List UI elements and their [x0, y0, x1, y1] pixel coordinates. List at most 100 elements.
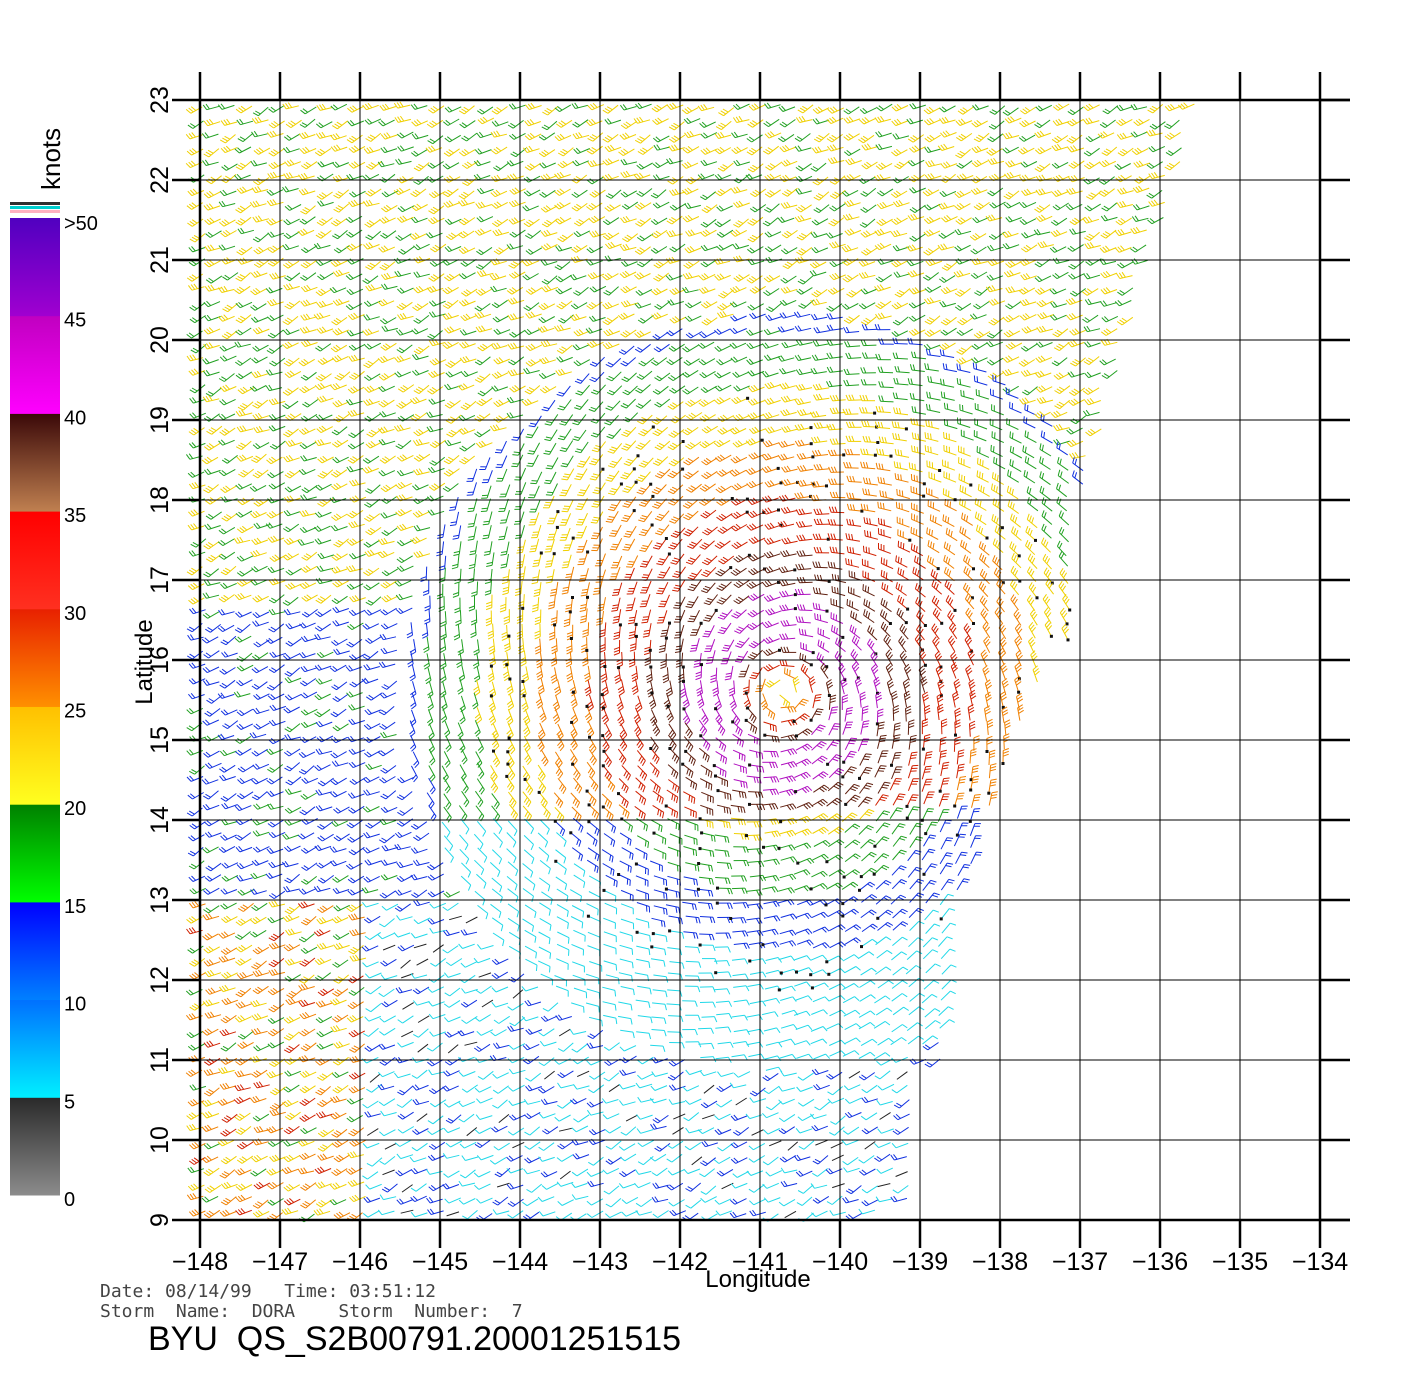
wind-barb-feather: [701, 274, 707, 280]
wind-barb: [258, 247, 270, 255]
wind-barb-feather: [733, 356, 739, 362]
wind-barb-feather: [330, 105, 336, 111]
wind-barb-feather: [319, 148, 326, 154]
wind-barb-feather: [301, 165, 307, 170]
wind-barb-feather: [509, 387, 515, 393]
wind-barb-feather: [957, 291, 963, 296]
wind-barb-feather: [546, 421, 553, 424]
wind-barb-feather: [300, 276, 306, 281]
wind-barb: [253, 203, 267, 208]
wind-barb-feather: [827, 289, 834, 295]
wind-barb: [526, 400, 539, 406]
wind-barb: [205, 161, 219, 166]
wind-barb: [880, 162, 893, 171]
wind-barb-feather: [402, 215, 408, 221]
wind-barb-feather: [270, 150, 277, 155]
wind-barb-feather: [768, 411, 773, 418]
wind-barb-feather: [835, 407, 839, 414]
wind-barb-feather: [562, 148, 569, 153]
wind-barb: [367, 244, 380, 250]
wind-barb-feather: [506, 290, 513, 295]
wind-barb-feather: [446, 275, 452, 280]
wind-barb: [688, 260, 700, 269]
wind-barb-feather: [237, 275, 244, 280]
wind-barb-feather: [589, 231, 594, 238]
wind-barb-feather: [316, 221, 323, 226]
wind-barb-feather: [1102, 232, 1109, 237]
wind-barb-feather: [1058, 372, 1064, 378]
wind-barb-feather: [684, 429, 691, 434]
wind-barb-feather: [508, 264, 515, 269]
wind-barb: [1091, 190, 1102, 200]
wind-barb-feather: [1104, 108, 1111, 113]
wind-barb-feather: [412, 397, 418, 404]
wind-barb: [321, 272, 334, 281]
wind-barb: [494, 260, 507, 266]
wind-barb-feather: [846, 379, 850, 386]
wind-barb-feather: [654, 106, 660, 111]
wind-barb-feather: [861, 407, 865, 414]
wind-barb-feather: [1024, 174, 1029, 180]
wind-barb-feather: [190, 284, 196, 290]
wind-barb-feather: [378, 386, 384, 392]
wind-barb-feather: [554, 107, 560, 112]
wind-barb-feather: [767, 382, 772, 389]
wind-barb: [305, 371, 317, 381]
wind-barb-feather: [333, 429, 340, 434]
wind-barb-feather: [511, 439, 518, 441]
wind-barb: [1134, 229, 1147, 235]
wind-barb-feather: [844, 341, 848, 348]
wind-barb: [638, 331, 651, 338]
wind-barb-feather: [703, 319, 710, 324]
wind-barb: [607, 232, 620, 241]
wind-barb-feather: [298, 189, 304, 196]
wind-barb: [670, 104, 684, 110]
wind-barb: [815, 149, 829, 154]
wind-barb-feather: [618, 351, 625, 355]
wind-barb-feather: [894, 293, 901, 298]
wind-barb: [624, 271, 637, 279]
wind-barb: [991, 260, 1005, 267]
wind-barb: [928, 272, 940, 281]
wind-barb-feather: [736, 396, 742, 402]
wind-barb-feather: [399, 132, 405, 138]
wind-barb: [878, 286, 891, 292]
wind-barb: [1009, 117, 1022, 124]
wind-barb: [991, 148, 1003, 156]
wind-barb-feather: [239, 187, 245, 193]
wind-barb-feather: [909, 188, 914, 194]
wind-barb-feather: [1037, 371, 1042, 377]
wind-barb-feather: [381, 264, 388, 269]
wind-barb-feather: [1069, 229, 1074, 235]
wind-barb: [802, 275, 814, 285]
wind-barb: [941, 384, 955, 388]
wind-barb-feather: [925, 274, 931, 280]
wind-barb: [432, 342, 446, 347]
wind-barb-feather: [1168, 162, 1175, 167]
wind-barb: [366, 202, 380, 207]
wind-barb-feather: [590, 273, 596, 279]
wind-barb-feather: [592, 160, 598, 166]
wind-barb-feather: [1117, 189, 1122, 195]
wind-barb: [656, 104, 668, 113]
wind-barb-feather: [722, 291, 729, 295]
wind-barb-feather: [1007, 303, 1013, 308]
wind-barb-feather: [544, 438, 551, 442]
wind-barb: [254, 303, 267, 311]
wind-barb-feather: [543, 406, 550, 410]
wind-barb: [578, 217, 590, 227]
wind-barb-feather: [397, 388, 404, 393]
wind-barb-feather: [602, 160, 608, 166]
wind-barb-feather: [490, 149, 497, 155]
wind-barb-feather: [879, 228, 885, 234]
wind-barb: [866, 161, 878, 170]
wind-barb-feather: [459, 123, 465, 129]
wind-barb-feather: [706, 426, 712, 431]
wind-barb-feather: [1058, 386, 1065, 391]
wind-barb-feather: [797, 145, 802, 151]
wind-barb: [545, 286, 559, 293]
wind-barb-feather: [798, 165, 804, 170]
wind-barb: [686, 216, 700, 223]
wind-barb: [798, 217, 812, 223]
wind-barb-feather: [875, 353, 879, 360]
